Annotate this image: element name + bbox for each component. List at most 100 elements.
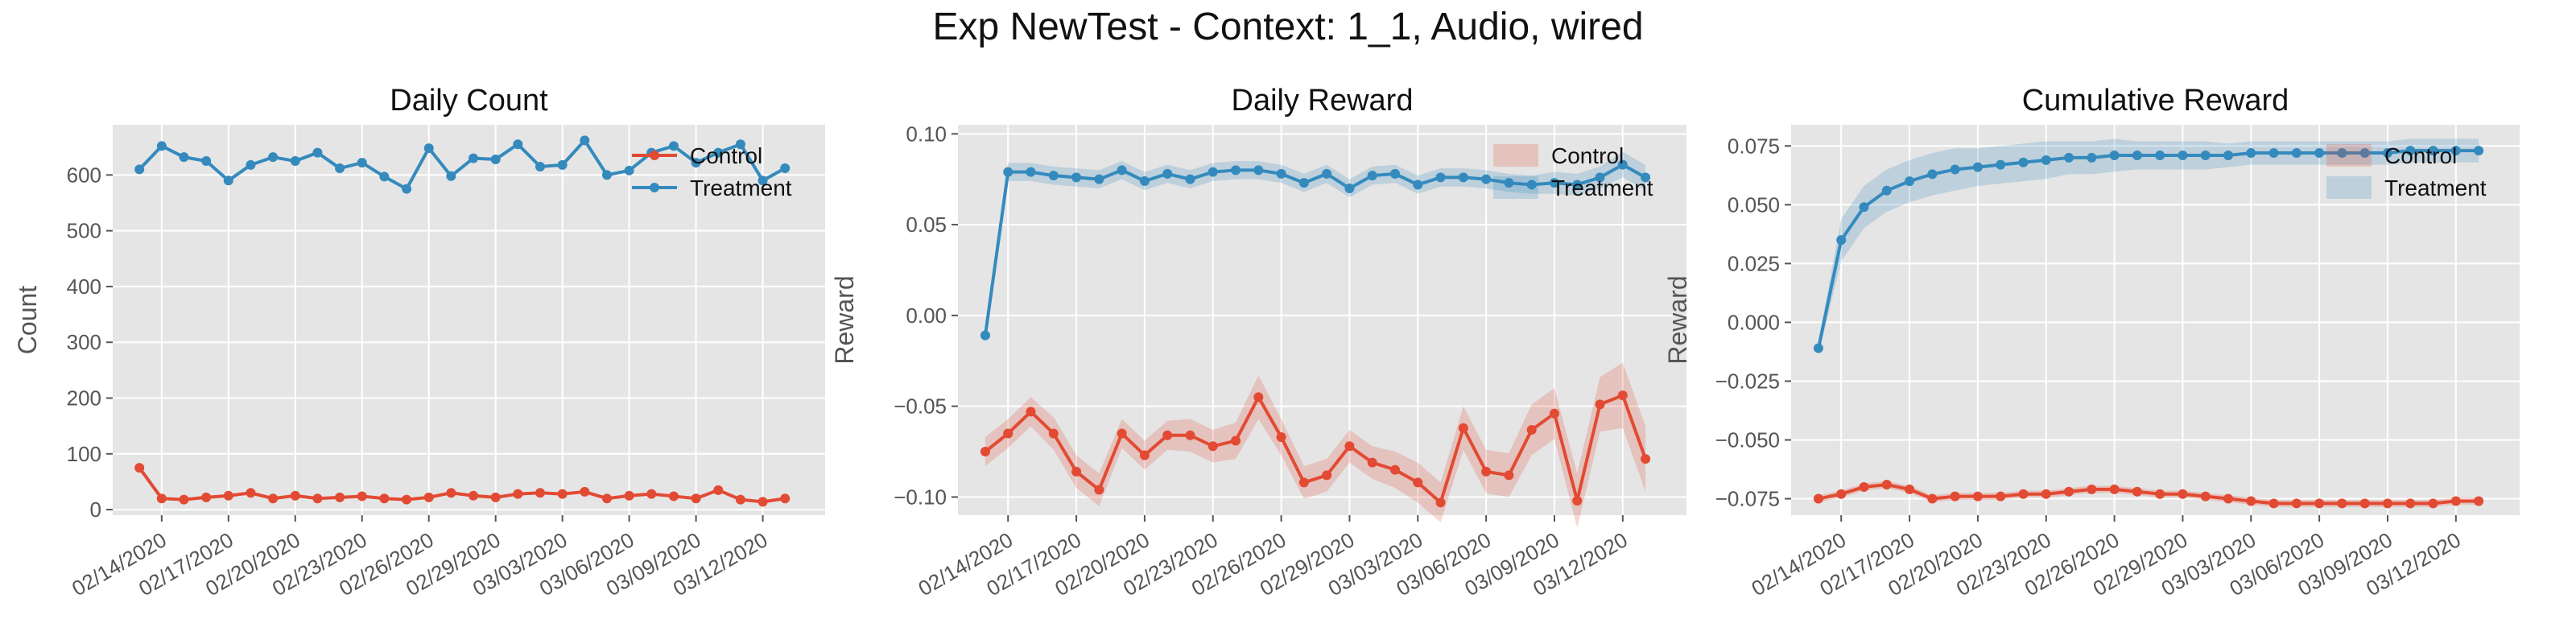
y-tick-label: 500 [67,219,101,243]
data-point-control [156,493,167,504]
data-point-treatment [2223,150,2233,160]
legend-swatch-treatment [2326,176,2372,199]
data-point-control [668,491,679,502]
data-point-treatment [2132,150,2142,160]
data-point-treatment [2450,146,2461,156]
data-point-control [1595,399,1605,410]
data-point-control [1972,491,1983,502]
data-point-control [1253,392,1264,402]
data-point-control [624,490,634,501]
data-point-treatment [357,158,367,168]
data-point-treatment [490,154,501,164]
data-point-treatment [156,141,167,151]
data-point-control [2178,489,2188,499]
data-point-treatment [1481,174,1492,184]
data-point-treatment [1322,168,1332,179]
y-tick-label: 0.050 [1728,192,1780,217]
data-point-control [223,490,233,501]
data-point-treatment [1253,165,1264,175]
y-tick-label: −0.075 [1715,487,1780,511]
data-point-control [1617,390,1628,401]
data-point-control [1117,428,1127,439]
data-point-control [1504,470,1514,481]
data-point-control [2337,498,2347,509]
data-point-control [268,493,279,504]
confidence-band-treatment [985,151,1646,343]
legend-label-control: Control [2384,143,2457,168]
data-point-control [379,493,390,504]
data-point-control [2155,489,2165,499]
data-point-control [1026,407,1036,417]
data-point-treatment [2474,146,2484,156]
data-point-control [1367,457,1377,468]
data-point-treatment [2178,150,2188,160]
y-tick-label: −0.10 [894,485,947,509]
data-point-control [1481,466,1492,477]
data-point-control [735,494,745,505]
data-point-control [1813,493,1823,504]
data-point-control [490,492,501,502]
data-point-treatment [1367,171,1377,181]
data-point-treatment [624,165,634,175]
data-point-treatment [1572,180,1583,190]
legend-marker-control [650,151,659,160]
chart-panel-1: 010020030040050060002/14/202002/17/20200… [13,84,825,601]
data-point-control [1950,491,1960,502]
data-point-control [557,489,568,499]
legend-label-control: Control [1551,143,1624,168]
data-point-control [1048,428,1059,439]
legend-label-treatment: Treatment [1551,175,1653,200]
data-point-treatment [513,139,523,150]
data-point-treatment [2314,148,2325,159]
data-point-control [2223,493,2233,504]
y-tick-label: 0.00 [906,303,947,328]
data-point-treatment [1413,180,1423,190]
data-point-control [1881,480,1892,490]
y-tick-label: 300 [67,330,101,354]
data-point-control [2268,498,2279,509]
subplot-title: Daily Count [390,84,548,118]
data-point-control [2041,489,2051,499]
data-point-control [1413,477,1423,488]
data-point-control [513,489,523,499]
data-point-treatment [2359,148,2370,159]
data-point-treatment [1185,174,1195,184]
data-point-treatment [2087,152,2097,163]
plot-area [1791,125,2520,515]
data-point-control [2246,496,2256,506]
data-point-treatment [2382,148,2392,159]
y-tick-label: 600 [67,163,101,187]
data-point-treatment [223,175,233,186]
data-point-control [446,488,456,498]
data-point-treatment [1595,172,1605,183]
data-point-treatment [1905,176,1915,187]
data-point-control [357,491,367,502]
data-point-treatment [402,184,412,194]
data-point-treatment [668,141,679,151]
data-point-control [2382,498,2392,509]
data-point-control [2087,484,2097,494]
data-point-control [2064,486,2074,497]
figure-title: Exp NewTest - Context: 1_1, Audio, wired [932,6,1644,48]
chart-panel-2: −0.10−0.050.000.050.1002/14/202002/17/20… [830,84,1686,601]
data-point-treatment [1231,165,1241,175]
data-point-control [423,492,434,502]
legend-marker-treatment [650,183,659,192]
data-point-control [980,447,990,457]
legend-label-control: Control [690,143,762,168]
data-point-control [1208,441,1218,452]
data-point-treatment [1048,171,1059,181]
data-point-treatment [201,156,212,167]
y-tick-label: 0 [90,497,101,522]
data-point-control [580,486,590,497]
data-point-treatment [2268,148,2279,159]
data-point-control [335,492,345,502]
data-point-treatment [1927,169,1938,180]
y-tick-label: −0.050 [1715,428,1780,452]
data-point-treatment [601,170,612,180]
legend-label-treatment: Treatment [2384,175,2487,200]
data-point-treatment [580,135,590,146]
data-point-treatment [735,139,745,150]
data-point-treatment [446,171,456,181]
data-point-control [402,494,412,505]
